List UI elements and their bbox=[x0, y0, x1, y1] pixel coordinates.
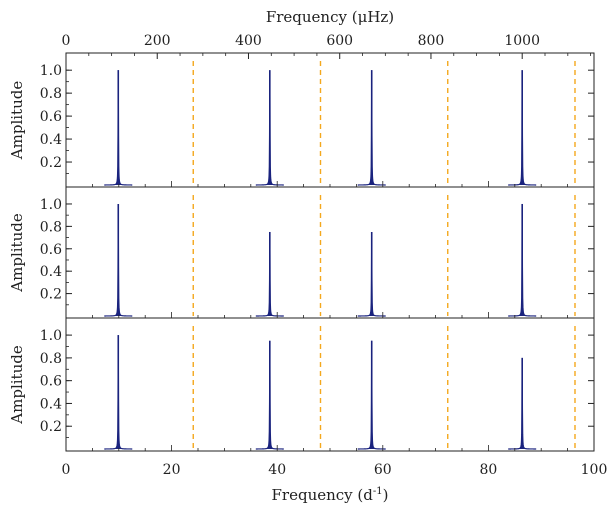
bottom-axis-title-sup: -1 bbox=[373, 486, 383, 497]
top-tick-label-4: 600 bbox=[326, 33, 353, 49]
top-tick-label-2: 200 bbox=[144, 33, 171, 49]
panel-1-ytick-label-4: 0.8 bbox=[40, 86, 62, 102]
top-tick-label-1: 0 bbox=[62, 33, 71, 49]
panel-1-ytick-label-2: 0.4 bbox=[40, 132, 62, 148]
panel-2-ytick-label-3: 0.6 bbox=[40, 242, 62, 258]
top-axis-title: Frequency (μHz) bbox=[266, 8, 394, 26]
panel-2-ytick-label-5: 1.0 bbox=[40, 197, 62, 213]
panel-3-frame bbox=[65, 317, 595, 452]
bottom-tick-label-3: 40 bbox=[268, 462, 286, 478]
bottom-axis-title: Frequency (d-1) bbox=[272, 486, 389, 504]
panel-3-ytick-label-1: 0.2 bbox=[40, 419, 62, 435]
panel-1-frame bbox=[65, 52, 595, 188]
panel-3-ytick-label-2: 0.4 bbox=[40, 396, 62, 412]
panel-2-ytick-label-2: 0.4 bbox=[40, 264, 62, 280]
panel-1-ytick-label-3: 0.6 bbox=[40, 109, 62, 125]
top-tick-label-5: 800 bbox=[418, 33, 445, 49]
top-tick-label-6: 1000 bbox=[504, 33, 540, 49]
panel-2-frame bbox=[65, 186, 595, 319]
top-tick-label-3: 400 bbox=[235, 33, 262, 49]
panel-1-ytick-label-5: 1.0 bbox=[40, 63, 62, 79]
panel-2-ytick-label-4: 0.8 bbox=[40, 219, 62, 235]
panel-3-ytick-label-5: 1.0 bbox=[40, 328, 62, 344]
panel-3-ytick-label-4: 0.8 bbox=[40, 351, 62, 367]
bottom-tick-label-1: 0 bbox=[62, 462, 71, 478]
panel-2-ylabel: Amplitude bbox=[8, 213, 26, 293]
panel-3-ytick-label-3: 0.6 bbox=[40, 374, 62, 390]
bottom-tick-label-2: 20 bbox=[163, 462, 181, 478]
bottom-tick-label-5: 80 bbox=[479, 462, 497, 478]
panel-2-ytick-label-1: 0.2 bbox=[40, 287, 62, 303]
bottom-tick-label-4: 60 bbox=[374, 462, 392, 478]
bottom-tick-label-6: 100 bbox=[581, 462, 608, 478]
bottom-axis-title-main: Frequency (d bbox=[272, 486, 374, 504]
panel-1-ytick-label-1: 0.2 bbox=[40, 155, 62, 171]
panel-3-ylabel: Amplitude bbox=[8, 345, 26, 425]
panel-1-ylabel: Amplitude bbox=[8, 81, 26, 161]
bottom-axis-title-close: ) bbox=[383, 486, 389, 504]
